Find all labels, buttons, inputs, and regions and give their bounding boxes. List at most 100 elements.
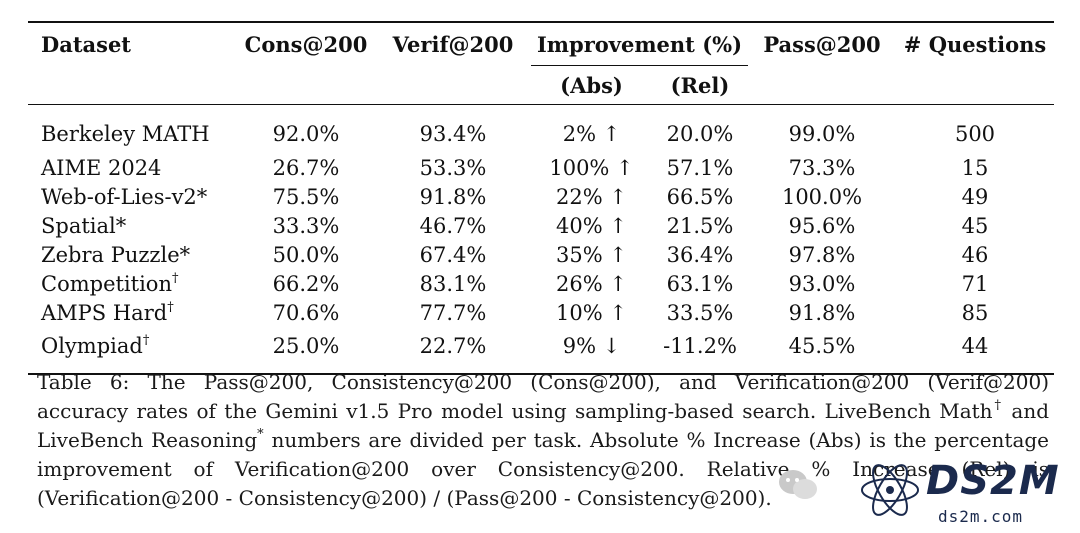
cell-rel: 33.5% <box>652 299 748 328</box>
header-questions: # Questions <box>903 31 1047 57</box>
header-dataset: Dataset <box>41 31 132 57</box>
table-row: Zebra Puzzle* 50.0% 67.4% 35% ↑ 36.4% 97.8% 46 <box>28 241 1054 270</box>
cell-pass: 97.8% <box>748 241 896 270</box>
cell-questions: 45 <box>896 212 1054 241</box>
cell-abs-text: 2% ↑ <box>562 122 621 146</box>
cell-rel: 66.5% <box>652 183 748 212</box>
cell-cons: 26.7% <box>237 154 375 183</box>
cell-abs-text: 40% ↑ <box>556 214 627 238</box>
caption-star: * <box>257 427 264 442</box>
cell-abs-text: 35% ↑ <box>556 243 627 267</box>
cell-dataset-text: Olympiad <box>41 334 143 358</box>
table-row: Web-of-Lies-v2* 75.5% 91.8% 22% ↑ 66.5% 100.0… <box>28 183 1054 212</box>
dagger-mark: † <box>142 333 150 348</box>
cell-questions-text: 85 <box>961 301 989 325</box>
cell-rel: 21.5% <box>652 212 748 241</box>
cell-pass: 91.8% <box>748 299 896 328</box>
cell-dataset: Zebra Puzzle* <box>28 241 237 270</box>
cell-verif: 22.7% <box>375 328 531 374</box>
cell-questions-text: 49 <box>961 185 989 209</box>
header-cons: Cons@200 <box>244 31 368 57</box>
subheader-empty-cons <box>237 66 375 105</box>
cell-rel-text: 20.0% <box>666 122 734 146</box>
cell-rel-text: -11.2% <box>663 334 737 358</box>
cell-rel: 36.4% <box>652 241 748 270</box>
cell-questions-text: 71 <box>961 272 989 296</box>
subheader-empty-questions <box>896 66 1054 105</box>
cell-dataset-text: Zebra Puzzle* <box>41 243 191 267</box>
cell-cons: 75.5% <box>237 183 375 212</box>
header-verif: Verif@200 <box>392 31 514 57</box>
cell-abs: 26% ↑ <box>531 270 652 299</box>
table-row: Berkeley MATH 92.0% 93.4% 2% ↑ 20.0% 99.0% 500 <box>28 105 1054 155</box>
cell-questions: 500 <box>896 105 1054 155</box>
cell-pass-text: 97.8% <box>788 243 856 267</box>
cell-verif-text: 22.7% <box>419 334 487 358</box>
cell-questions: 15 <box>896 154 1054 183</box>
cell-dataset: Web-of-Lies-v2* <box>28 183 237 212</box>
cell-abs: 35% ↑ <box>531 241 652 270</box>
cell-rel-text: 33.5% <box>666 301 734 325</box>
cell-dataset: AIME 2024 <box>28 154 237 183</box>
cell-questions: 49 <box>896 183 1054 212</box>
caption-part3: numbers are divided per task. Absolute %… <box>37 428 1050 510</box>
cell-verif: 77.7% <box>375 299 531 328</box>
cell-cons-text: 50.0% <box>272 243 340 267</box>
cell-questions-text: 500 <box>954 122 996 146</box>
cell-pass-text: 45.5% <box>788 334 856 358</box>
dagger-mark: † <box>167 300 174 315</box>
cell-rel-text: 66.5% <box>666 185 734 209</box>
cell-abs: 10% ↑ <box>531 299 652 328</box>
cell-cons-text: 33.3% <box>272 214 340 238</box>
cell-verif: 67.4% <box>375 241 531 270</box>
cell-abs: 100% ↑ <box>531 154 652 183</box>
cell-dataset-text: AMPS Hard <box>41 301 168 325</box>
table-caption: Table 6: The Pass@200, Consistency@200 (… <box>37 368 1049 513</box>
cell-cons: 66.2% <box>237 270 375 299</box>
caption-part2: and LiveBench Reasoning <box>37 399 1050 452</box>
cell-pass: 73.3% <box>748 154 896 183</box>
table-row: AMPS Hard† 70.6% 77.7% 10% ↑ 33.5% 91.8% 85 <box>28 299 1054 328</box>
cell-cons: 50.0% <box>237 241 375 270</box>
cell-dataset-text: Spatial* <box>41 214 127 238</box>
cell-verif-text: 91.8% <box>419 185 487 209</box>
cell-rel: 20.0% <box>652 105 748 155</box>
dagger-mark: † <box>171 271 179 286</box>
subheader-empty-verif <box>375 66 531 105</box>
cell-cons-text: 75.5% <box>272 185 340 209</box>
cell-pass: 99.0% <box>748 105 896 155</box>
cell-pass-text: 91.8% <box>788 301 856 325</box>
cell-questions: 85 <box>896 299 1054 328</box>
cell-abs-text: 10% ↑ <box>556 301 627 325</box>
cell-pass: 100.0% <box>748 183 896 212</box>
cell-questions-text: 46 <box>961 243 989 267</box>
cell-pass-text: 99.0% <box>788 122 856 146</box>
cell-verif: 93.4% <box>375 105 531 155</box>
cell-pass-text: 93.0% <box>788 272 856 296</box>
cell-abs-text: 9% ↓ <box>562 334 621 358</box>
table-body: Berkeley MATH 92.0% 93.4% 2% ↑ 20.0% 99.0% 500… <box>28 105 1054 374</box>
cell-dataset-text: AIME 2024 <box>41 156 162 180</box>
cell-rel: 63.1% <box>652 270 748 299</box>
cell-abs-text: 26% ↑ <box>556 272 627 296</box>
cell-cons: 70.6% <box>237 299 375 328</box>
cell-verif-text: 67.4% <box>419 243 487 267</box>
cell-questions-text: 45 <box>961 214 989 238</box>
cell-verif: 53.3% <box>375 154 531 183</box>
cell-verif: 83.1% <box>375 270 531 299</box>
cell-abs: 9% ↓ <box>531 328 652 374</box>
cell-dataset: Spatial* <box>28 212 237 241</box>
cell-rel: -11.2% <box>652 328 748 374</box>
cell-rel-text: 36.4% <box>666 243 734 267</box>
table-row: Olympiad† 25.0% 22.7% 9% ↓ -11.2% 45.5% 44 <box>28 328 1054 374</box>
cell-verif-text: 93.4% <box>419 122 487 146</box>
watermark-url: ds2m.com <box>938 507 1024 526</box>
cell-verif-text: 77.7% <box>419 301 487 325</box>
cell-cons-text: 66.2% <box>272 272 340 296</box>
cell-cons: 25.0% <box>237 328 375 374</box>
cell-rel-text: 57.1% <box>666 156 734 180</box>
cell-dataset: AMPS Hard† <box>28 299 237 328</box>
cell-abs-text: 100% ↑ <box>549 156 634 180</box>
cell-cons: 33.3% <box>237 212 375 241</box>
